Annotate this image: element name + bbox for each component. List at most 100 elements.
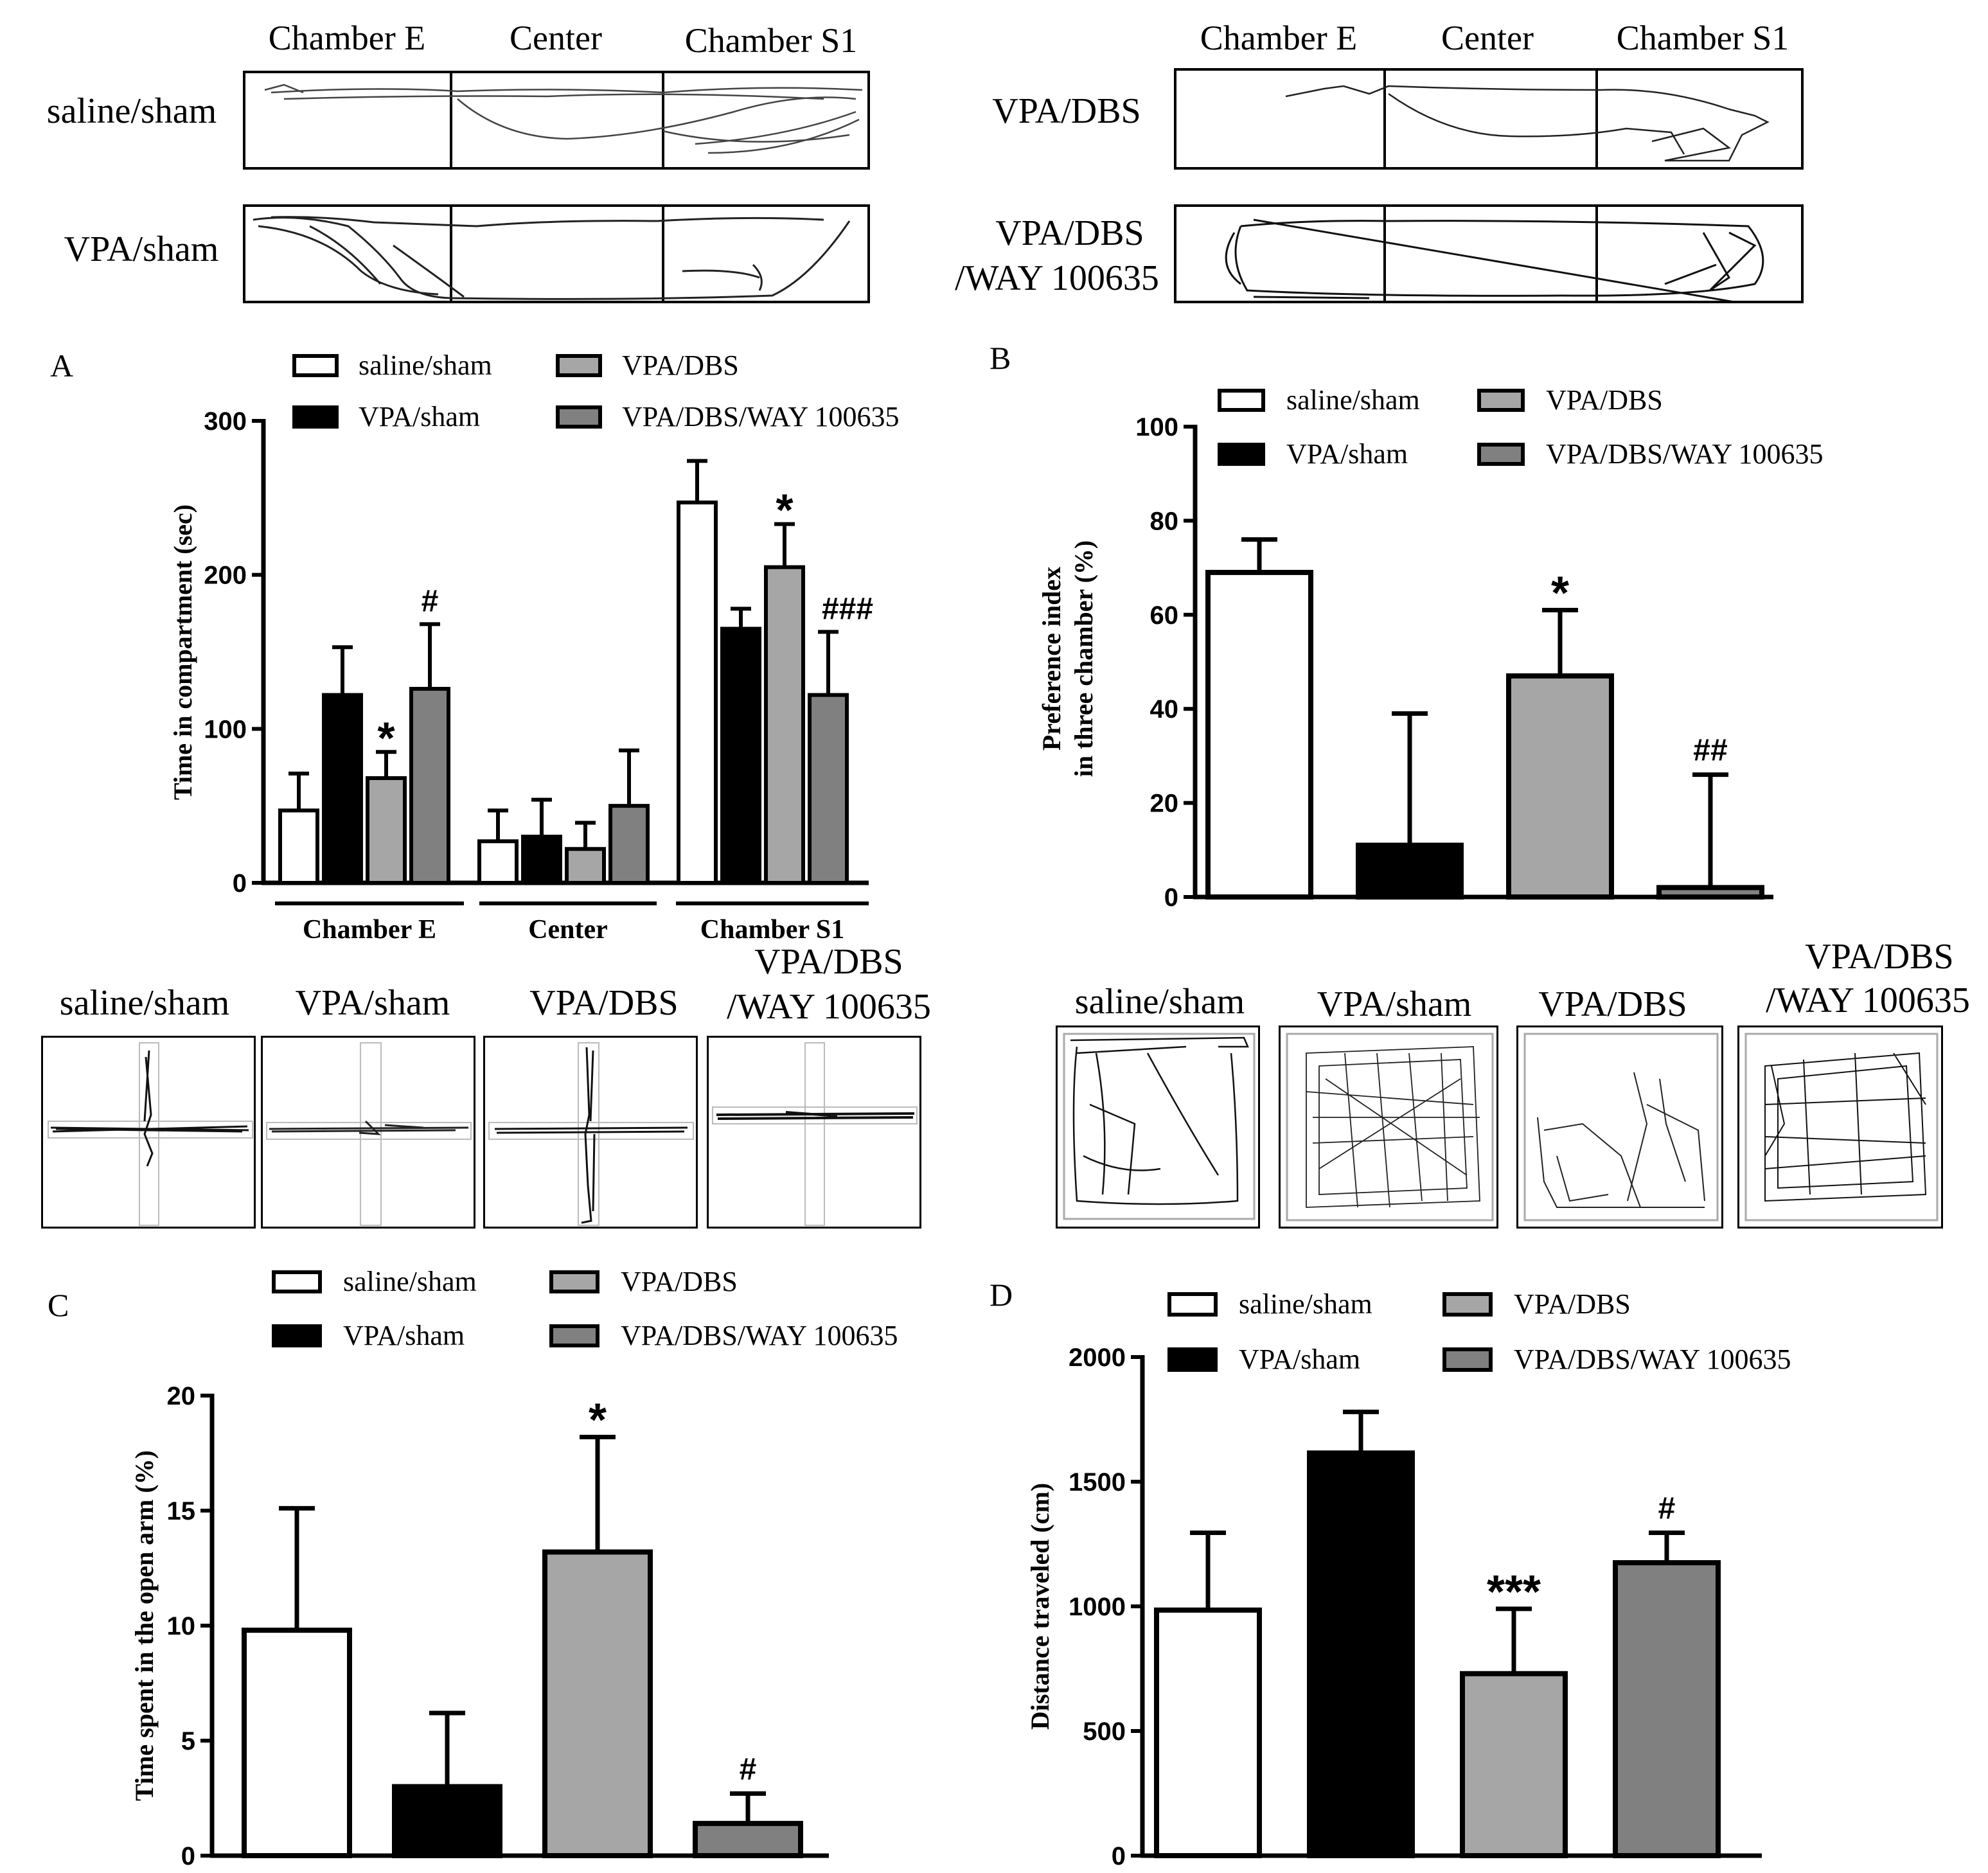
- legend-label-4: VPA/DBS/WAY 100635: [621, 1320, 898, 1351]
- legend-label-3: VPA/DBS: [1546, 384, 1663, 416]
- plus-maze-track-vpa-sham: [261, 1036, 475, 1229]
- maze-label-vpa-dbs-way-line2: /WAY 100635: [727, 987, 931, 1027]
- y-axis-title: Time in compartment (sec): [168, 504, 197, 800]
- open-field-track-saline-sham: [1056, 1025, 1260, 1229]
- legend-label-4: VPA/DBS/WAY 100635: [622, 401, 900, 432]
- y-tick-label: 100: [1135, 413, 1178, 441]
- legend-label-2: VPA/sham: [359, 401, 480, 432]
- bar-2: [1356, 842, 1464, 900]
- legend-swatch-4: [1477, 443, 1525, 466]
- bar-vpa-dbs-way-100635-1: [409, 687, 450, 885]
- maze-label-vpa-dbs-way-line1: VPA/DBS: [754, 942, 903, 982]
- track-row-label-saline-sham: saline/sham: [46, 91, 217, 131]
- y-axis-title: Distance traveled (cm): [1025, 1483, 1054, 1730]
- bar-vpa-sham-2: [521, 835, 562, 885]
- bar-vpa-dbs-1: [366, 776, 407, 885]
- track-header-left-center: Center: [510, 19, 602, 57]
- bar-4: [693, 1820, 803, 1858]
- open-field-track-vpa-dbs-way: [1737, 1025, 1943, 1229]
- significance-marker: *: [776, 485, 794, 535]
- track-header-left-chamber-s1: Chamber S1: [684, 21, 858, 60]
- legend-swatch-4: [1442, 1347, 1493, 1372]
- y-tick-label: 1500: [1069, 1468, 1126, 1496]
- significance-marker: #: [740, 1752, 757, 1786]
- track-row-label-vpa-sham: VPA/sham: [64, 229, 219, 269]
- bar-4: [1613, 1560, 1721, 1859]
- legend-swatch-2: [1218, 443, 1265, 466]
- chart-b: saline/sham VPA/sham VPA/DBS VPA/DBS/WAY 10…: [990, 340, 1824, 912]
- bar-saline-sham-2: [477, 839, 519, 885]
- y-tick-label: 20: [167, 1382, 196, 1410]
- y-tick-label: 60: [1150, 601, 1179, 630]
- bar-2: [392, 1784, 502, 1859]
- legend-label-1: saline/sham: [1286, 384, 1420, 416]
- field-label-vpa-dbs-way-line2: /WAY 100635: [1766, 981, 1970, 1020]
- bar-vpa-dbs-2: [565, 847, 606, 885]
- significance-marker: #: [1658, 1492, 1676, 1526]
- field-label-vpa-dbs-way-line1: VPA/DBS: [1805, 937, 1954, 977]
- panel-letter: C: [48, 1287, 69, 1323]
- bar-4: [1656, 885, 1764, 900]
- track-path-vpa-dbs: [1285, 85, 1770, 162]
- legend-swatch-3: [549, 1270, 599, 1293]
- plus-maze-track-vpa-dbs-way: [707, 1036, 921, 1229]
- y-tick-label: 300: [204, 407, 247, 436]
- y-tick-label: 0: [181, 1842, 195, 1870]
- chart-a: saline/sham VPA/sham VPA/DBS VPA/DBS/WAY 10…: [50, 348, 900, 945]
- legend-label-3: VPA/DBS: [1514, 1288, 1631, 1320]
- y-tick-label: 20: [1150, 790, 1179, 818]
- track-row-label-vpa-dbs-way-line1: VPA/DBS: [995, 213, 1144, 253]
- significance-marker: *: [1551, 567, 1569, 619]
- legend-swatch-3: [556, 354, 602, 377]
- y-tick-label: 1000: [1069, 1593, 1126, 1621]
- legend-label-4: VPA/DBS/WAY 100635: [1546, 438, 1824, 470]
- maze-label-saline-sham: saline/sham: [59, 983, 230, 1023]
- x-category-label: Chamber E: [303, 915, 436, 945]
- legend-swatch-1: [292, 354, 339, 377]
- legend-swatch-2: [292, 405, 339, 429]
- legend-label-1: saline/sham: [343, 1266, 477, 1297]
- three-chamber-track-vpa-dbs-way: [1174, 204, 1804, 303]
- three-chamber-track-vpa-dbs: [1174, 68, 1804, 170]
- track-path-vpa-dbs-way: [1225, 218, 1764, 301]
- y-axis-title-line2: in three chamber (%): [1069, 540, 1098, 777]
- legend-label-4: VPA/DBS/WAY 100635: [1514, 1344, 1791, 1375]
- open-field-track-vpa-sham: [1279, 1025, 1498, 1229]
- bar-3: [542, 1549, 653, 1858]
- x-category-label: Center: [528, 915, 608, 945]
- panel-letter: A: [50, 348, 73, 384]
- y-tick-label: 200: [204, 562, 247, 590]
- legend-label-2: VPA/sham: [1286, 438, 1408, 470]
- maze-label-vpa-sham: VPA/sham: [295, 983, 450, 1023]
- legend-swatch-3: [1477, 389, 1525, 412]
- chart-d: saline/sham VPA/sham VPA/DBS VPA/DBS/WAY 10…: [990, 1277, 1791, 1870]
- significance-marker: #: [422, 584, 439, 618]
- open-field-track-vpa-dbs: [1516, 1025, 1723, 1229]
- track-row-label-vpa-dbs: VPA/DBS: [992, 91, 1141, 131]
- bar-saline-sham-3: [677, 501, 718, 885]
- y-axis-title: Time spent in the open arm (%): [130, 1450, 159, 1801]
- legend-label-2: VPA/sham: [343, 1320, 465, 1351]
- y-tick-label: 15: [167, 1497, 196, 1525]
- chart-c: saline/sham VPA/sham VPA/DBS VPA/DBS/WAY 10…: [48, 1266, 898, 1870]
- three-chamber-track-vpa-sham: [243, 204, 870, 303]
- legend-swatch-1: [1218, 389, 1265, 412]
- legend-label-1: saline/sham: [1239, 1288, 1372, 1320]
- y-tick-label: 40: [1150, 695, 1179, 723]
- legend-label-3: VPA/DBS: [621, 1266, 738, 1297]
- y-tick-label: 2000: [1069, 1344, 1126, 1372]
- x-category-label: Chamber S1: [700, 915, 844, 945]
- track-header-right-center: Center: [1441, 19, 1534, 57]
- y-tick-label: 10: [167, 1612, 196, 1640]
- bar-3: [1506, 673, 1614, 900]
- bar-saline-sham-1: [278, 808, 319, 885]
- track-path-vpa-sham: [253, 216, 851, 300]
- field-label-vpa-dbs: VPA/DBS: [1538, 984, 1687, 1024]
- bar-2: [1307, 1450, 1415, 1858]
- plus-maze-track-saline-sham: [41, 1036, 256, 1229]
- maze-label-vpa-dbs: VPA/DBS: [529, 983, 679, 1023]
- y-tick-label: 0: [233, 869, 247, 898]
- significance-marker: *: [377, 713, 395, 763]
- legend-label-1: saline/sham: [359, 350, 492, 381]
- track-row-label-vpa-dbs-way-line2: /WAY 100635: [955, 258, 1159, 298]
